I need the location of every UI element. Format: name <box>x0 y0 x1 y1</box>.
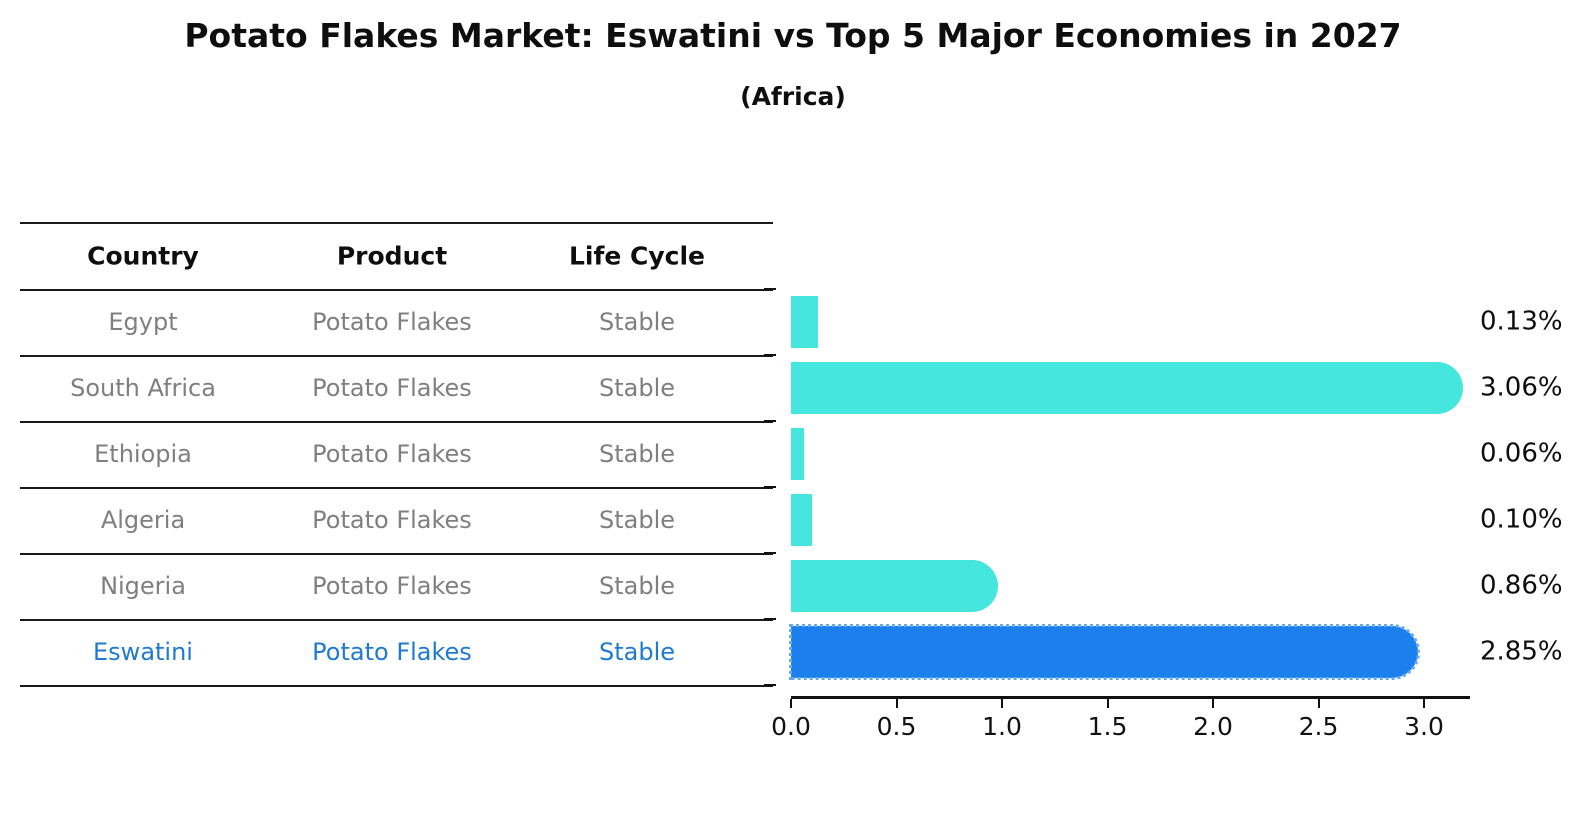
y-axis-tick <box>764 288 776 290</box>
y-axis-tick <box>764 354 776 356</box>
cell-country: Ethiopia <box>94 440 192 468</box>
y-axis-tick <box>764 420 776 422</box>
y-axis-tick <box>764 618 776 620</box>
cell-product: Potato Flakes <box>312 638 472 666</box>
x-axis-tick-label: 0.0 <box>771 712 811 741</box>
cell-product: Potato Flakes <box>312 440 472 468</box>
chart-subtitle: (Africa) <box>740 82 846 111</box>
table-rule <box>20 685 773 687</box>
cell-product: Potato Flakes <box>312 374 472 402</box>
cell-country: Algeria <box>100 506 186 534</box>
y-axis-tick <box>764 684 776 686</box>
chart-title: Potato Flakes Market: Eswatini vs Top 5 … <box>184 16 1402 55</box>
y-axis-tick <box>764 486 776 488</box>
cell-life-cycle: Stable <box>598 506 676 534</box>
table-rule <box>20 355 773 357</box>
table-rule <box>20 619 773 621</box>
bar-value-label: 3.06% <box>1480 372 1563 403</box>
x-axis-tick <box>790 699 792 708</box>
bar-algeria <box>791 494 812 546</box>
table-rule <box>20 421 773 423</box>
x-axis-tick <box>1106 699 1109 708</box>
bar-value-label: 0.06% <box>1480 438 1563 469</box>
x-axis-tick-label: 1.0 <box>982 712 1022 741</box>
table-rule <box>20 487 773 489</box>
bar-value-label: 0.86% <box>1480 570 1563 601</box>
bar-value-label: 2.85% <box>1480 636 1563 667</box>
y-axis-tick <box>764 552 776 554</box>
table-rule <box>20 553 773 555</box>
x-axis-tick-label: 2.5 <box>1298 712 1339 741</box>
x-axis-tick <box>1423 699 1425 708</box>
table-rule <box>20 222 773 224</box>
x-axis-line <box>791 696 1470 699</box>
bar-value-label: 0.13% <box>1480 306 1563 337</box>
cell-product: Potato Flakes <box>312 572 472 600</box>
bar-south-africa <box>791 362 1463 414</box>
bar-egypt <box>791 296 818 348</box>
x-axis-tick <box>1001 699 1003 708</box>
column-header-country: Country <box>87 241 199 271</box>
x-axis-tick <box>1317 699 1320 708</box>
bar-nigeria <box>791 560 998 612</box>
x-axis-tick-label: 0.5 <box>876 712 917 741</box>
bar-value-label: 0.10% <box>1480 504 1563 535</box>
x-axis-tick-label: 2.0 <box>1193 712 1233 741</box>
cell-life-cycle: Stable <box>598 374 676 402</box>
cell-country: South Africa <box>70 374 216 402</box>
bar-eswatini <box>789 624 1420 680</box>
cell-product: Potato Flakes <box>312 308 472 336</box>
cell-life-cycle: Stable <box>598 638 676 666</box>
cell-country: Nigeria <box>100 572 186 600</box>
x-axis-tick-label: 3.0 <box>1404 712 1444 741</box>
column-header-product: Product <box>336 241 448 271</box>
table-rule <box>20 289 773 291</box>
x-axis-tick <box>895 699 898 708</box>
x-axis-tick-label: 1.5 <box>1087 712 1128 741</box>
column-header-life-cycle: Life Cycle <box>568 241 706 271</box>
cell-life-cycle: Stable <box>598 440 676 468</box>
cell-country: Egypt <box>108 308 178 336</box>
cell-product: Potato Flakes <box>312 506 472 534</box>
cell-country: Eswatini <box>93 638 193 666</box>
cell-life-cycle: Stable <box>598 572 676 600</box>
x-axis-tick <box>1212 699 1214 708</box>
bar-ethiopia <box>791 428 804 480</box>
cell-life-cycle: Stable <box>598 308 676 336</box>
